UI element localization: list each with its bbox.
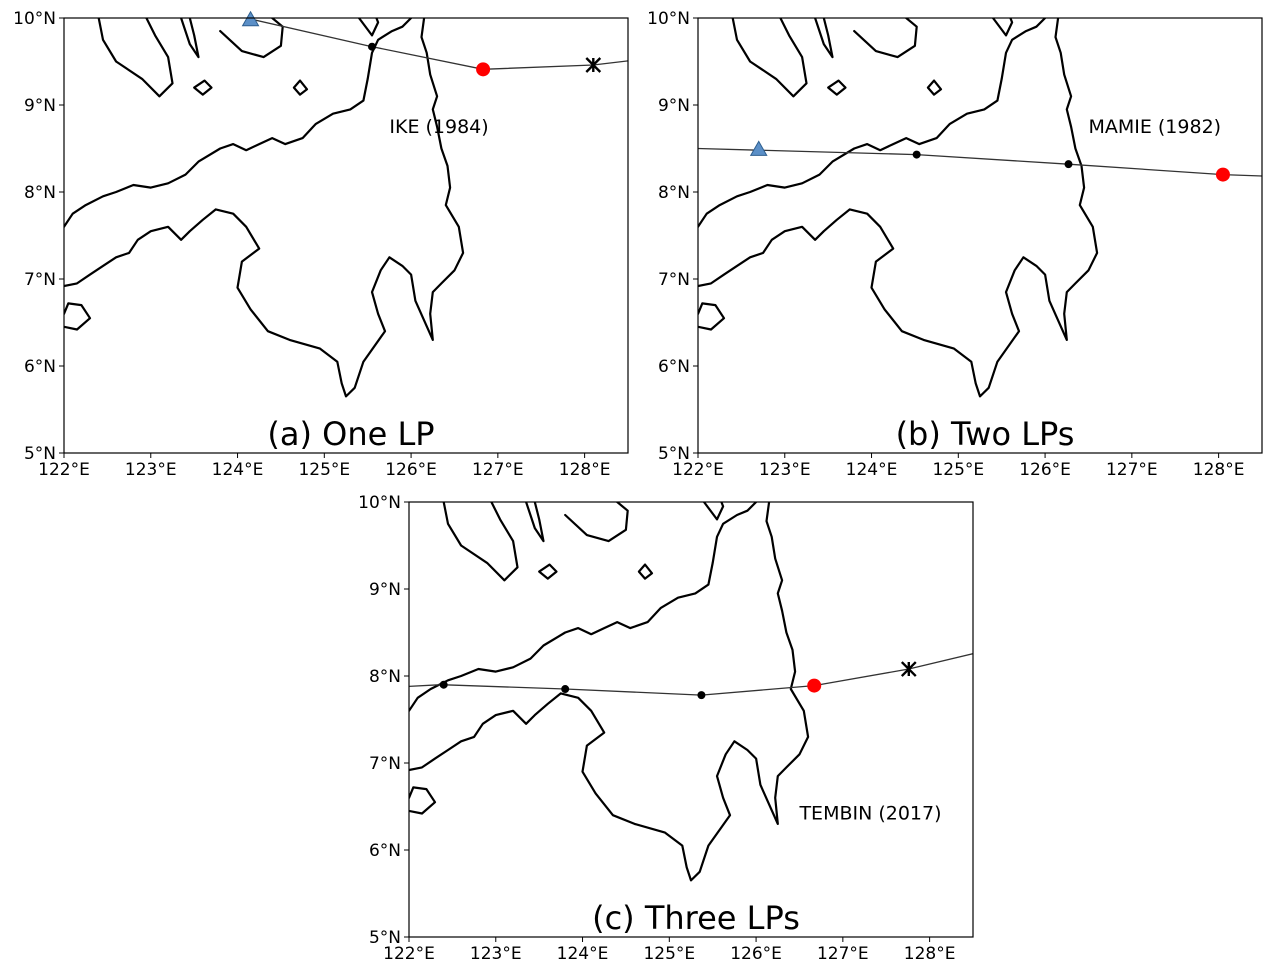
map-content <box>698 18 1262 398</box>
coastline-camiguin <box>637 563 654 580</box>
x-tick-label: 126°E <box>1019 460 1071 480</box>
x-tick-label: 126°E <box>730 944 782 963</box>
coastline-cebu <box>813 18 834 59</box>
storm-track-line <box>698 147 1262 177</box>
track-point-marker <box>912 150 921 159</box>
map-panel-b: MAMIE (1982) (b) Two LPs 122°E 123°E 124°E 12… <box>647 9 1263 480</box>
coastline-basilan <box>698 302 726 331</box>
map-panel-c: TEMBIN (2017) (c) Three LPs 122°E 123°E 124°… <box>358 493 974 963</box>
coastline-cebu <box>180 18 200 59</box>
coastline-cebu <box>524 502 545 543</box>
track-point-marker <box>439 680 448 689</box>
star-marker <box>900 661 917 677</box>
track-point-marker <box>561 685 570 694</box>
x-tick-label: 127°E <box>817 944 869 963</box>
track-point-marker <box>1064 160 1073 169</box>
x-tick-label: 123°E <box>759 460 811 480</box>
x-tick-label: 123°E <box>470 944 522 963</box>
x-tick-label: 124°E <box>212 460 264 480</box>
coastline-bohol <box>564 502 629 543</box>
x-tick-label: 123°E <box>125 460 177 480</box>
exit-point-triangle-marker <box>241 10 260 27</box>
storm-track-line <box>409 653 973 696</box>
landfall-point-marker <box>476 62 491 77</box>
coastline-basilan <box>409 786 437 815</box>
storm-name-label: MAMIE (1982) <box>1088 116 1221 138</box>
x-tick-label: 127°E <box>1106 460 1158 480</box>
panel-caption: (a) One LP <box>267 415 434 453</box>
track-point-marker <box>368 42 377 51</box>
y-tick-label: 10°N <box>647 9 690 29</box>
star-marker <box>585 57 602 73</box>
map-frame <box>408 501 974 938</box>
x-tick-label: 124°E <box>846 460 898 480</box>
x-tick-label: 125°E <box>932 460 984 480</box>
panel-caption: (b) Two LPs <box>896 415 1075 453</box>
y-tick-label: 5°N <box>24 444 56 464</box>
coastline-siquijor <box>193 79 213 96</box>
map-frame <box>697 17 1263 454</box>
y-tick-label: 6°N <box>658 357 690 377</box>
y-tick-label: 10°N <box>13 9 56 29</box>
coastline-bohol <box>219 18 284 59</box>
y-tick-label: 5°N <box>369 928 401 948</box>
storm-name-label: IKE (1984) <box>389 116 488 138</box>
storm-name-label: TEMBIN (2017) <box>798 803 941 825</box>
coastline-siquijor <box>538 563 558 580</box>
x-tick-label: 125°E <box>643 944 695 963</box>
y-tick-label: 8°N <box>369 667 401 687</box>
x-tick-label: 124°E <box>557 944 609 963</box>
coastline-basilan <box>64 302 92 331</box>
storm-track-line <box>246 18 628 70</box>
x-tick-label: 126°E <box>385 460 437 480</box>
coastline-mindanao_north <box>409 502 758 712</box>
y-tick-label: 7°N <box>24 270 56 290</box>
coastline-mindanao <box>64 18 465 398</box>
landfall-point-marker <box>1215 167 1230 182</box>
y-tick-label: 5°N <box>658 444 690 464</box>
map-panel-a: IKE (1984) (a) One LP 122°E 123°E 124°E 125°E… <box>13 9 629 480</box>
coastline-dinagat <box>702 502 725 521</box>
coastline-mindanao_north <box>698 18 1047 228</box>
x-tick-label: 128°E <box>559 460 611 480</box>
y-tick-label: 9°N <box>658 96 690 116</box>
x-tick-label: 128°E <box>1193 460 1245 480</box>
coastline-bohol <box>853 18 918 59</box>
x-tick-label: 122°E <box>383 944 435 963</box>
coastline-dinagat <box>357 18 380 37</box>
x-tick-label: 122°E <box>38 460 90 480</box>
coastline-camiguin <box>926 79 943 96</box>
coastline-negros <box>442 502 519 582</box>
map-content <box>64 18 628 398</box>
map-content <box>409 502 973 882</box>
y-tick-label: 9°N <box>369 580 401 600</box>
y-tick-label: 9°N <box>24 96 56 116</box>
coastline-dinagat <box>991 18 1014 37</box>
y-tick-label: 8°N <box>24 183 56 203</box>
y-tick-label: 7°N <box>369 754 401 774</box>
coastline-camiguin <box>292 79 309 96</box>
x-tick-label: 122°E <box>672 460 724 480</box>
coastline-mindanao <box>698 18 1099 398</box>
x-tick-label: 125°E <box>298 460 350 480</box>
y-tick-label: 7°N <box>658 270 690 290</box>
x-tick-label: 128°E <box>904 944 956 963</box>
x-tick-label: 127°E <box>472 460 524 480</box>
coastline-siquijor <box>827 79 847 96</box>
coastline-negros <box>97 18 174 98</box>
coastline-mindanao <box>409 502 810 882</box>
y-tick-label: 6°N <box>24 357 56 377</box>
map-frame <box>63 17 629 454</box>
y-tick-label: 8°N <box>658 183 690 203</box>
y-tick-label: 6°N <box>369 841 401 861</box>
y-tick-label: 10°N <box>358 493 401 513</box>
track-point-marker <box>697 691 706 700</box>
exit-point-triangle-marker <box>749 140 768 156</box>
landfall-point-marker <box>807 678 822 693</box>
coastline-mindanao_north <box>64 18 413 228</box>
panel-caption: (c) Three LPs <box>592 899 800 937</box>
coastline-negros <box>731 18 808 98</box>
